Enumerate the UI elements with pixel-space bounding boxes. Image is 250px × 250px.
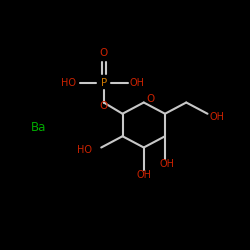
- Text: OH: OH: [160, 159, 175, 169]
- Text: OH: OH: [130, 78, 145, 88]
- Text: O: O: [100, 101, 108, 111]
- Text: O: O: [146, 94, 154, 104]
- Text: O: O: [100, 48, 108, 58]
- Text: HO: HO: [78, 145, 92, 155]
- Text: HO: HO: [61, 78, 76, 88]
- Text: OH: OH: [210, 112, 225, 122]
- Text: P: P: [100, 78, 107, 88]
- Text: OH: OH: [136, 170, 151, 180]
- Text: Ba: Ba: [31, 121, 46, 134]
